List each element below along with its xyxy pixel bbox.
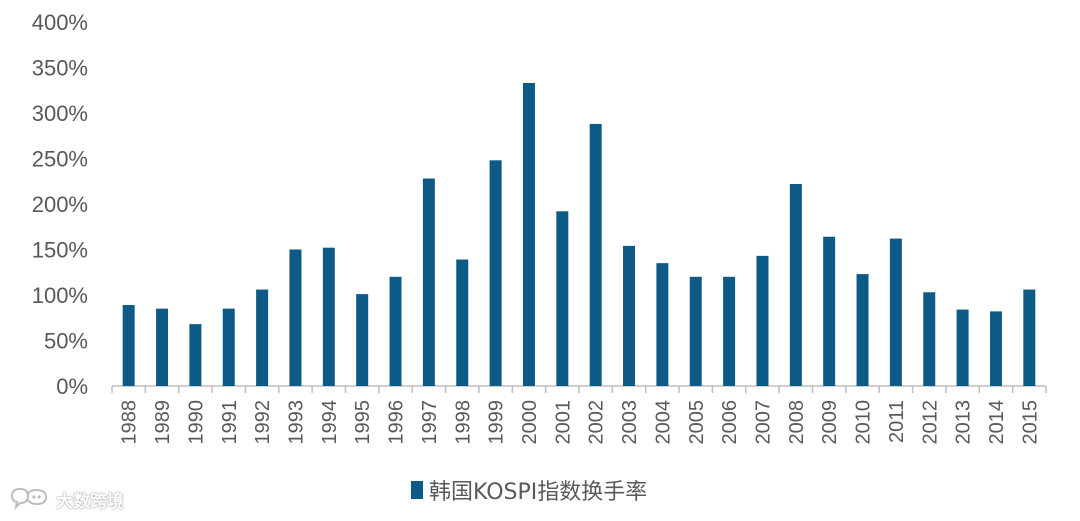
x-tick-label: 1998 <box>452 400 474 445</box>
x-tick-label: 1995 <box>352 400 374 445</box>
x-tick-label: 1997 <box>419 400 441 445</box>
bar <box>522 82 535 386</box>
bar <box>289 249 302 386</box>
y-tick-label: 300% <box>32 101 88 126</box>
bar <box>489 160 502 386</box>
bar <box>623 245 636 386</box>
bar <box>689 276 702 386</box>
x-axis-tick-labels: 1988 1989 1990 1991 1992 1993 1994 1995 1996 1997… <box>119 400 1042 445</box>
legend-label: 韩国KOSPI指数换手率 <box>429 480 647 505</box>
bar <box>756 255 769 386</box>
x-tick-label: 2007 <box>752 400 774 445</box>
x-tick-label: 1992 <box>252 400 274 445</box>
x-tick-label: 2002 <box>586 400 608 445</box>
x-tick-label: 2013 <box>953 400 975 445</box>
x-tick-label: 1991 <box>219 400 241 445</box>
bar <box>356 294 369 386</box>
bar <box>989 311 1002 386</box>
x-tick-label: 1989 <box>152 400 174 445</box>
x-tick-label: 2015 <box>1019 400 1041 445</box>
bar <box>789 183 802 386</box>
bar-series <box>122 82 1036 387</box>
bar <box>189 324 202 386</box>
speech-bubble-logo-icon <box>10 487 48 511</box>
y-tick-label: 250% <box>32 147 88 172</box>
x-axis-tick-marks <box>111 386 1047 393</box>
bar <box>122 305 135 386</box>
x-tick-label: 2014 <box>986 400 1008 445</box>
bar <box>389 276 402 386</box>
y-tick-label: 200% <box>32 192 88 217</box>
bar <box>156 308 169 386</box>
x-tick-label: 2012 <box>919 400 941 445</box>
x-tick-label: 2006 <box>719 400 741 445</box>
x-tick-label: 1999 <box>486 400 508 445</box>
x-tick-label: 2011 <box>886 400 908 443</box>
y-tick-label: 50% <box>44 329 88 354</box>
bar <box>856 274 869 386</box>
watermark-text: 大数跨境 <box>56 491 124 512</box>
x-tick-label: 2009 <box>819 400 841 445</box>
x-tick-label: 1988 <box>119 400 141 445</box>
bar <box>923 292 936 386</box>
y-tick-label: 0% <box>56 374 88 399</box>
x-tick-label: 2001 <box>552 400 574 445</box>
bar <box>256 289 269 386</box>
x-tick-label: 1993 <box>285 400 307 445</box>
legend-swatch <box>411 481 423 499</box>
x-tick-label: 1990 <box>185 400 207 445</box>
x-tick-label: 2008 <box>786 400 808 445</box>
bar <box>889 238 902 386</box>
x-tick-label: 2004 <box>652 400 674 445</box>
y-tick-label: 350% <box>32 56 88 81</box>
bar <box>556 211 569 386</box>
x-tick-label: 1994 <box>319 400 341 445</box>
bar <box>1023 289 1036 386</box>
x-tick-label: 2000 <box>519 400 541 445</box>
y-tick-label: 150% <box>32 238 88 263</box>
bar <box>322 247 335 386</box>
bar <box>589 123 602 387</box>
legend: 韩国KOSPI指数换手率 <box>411 480 647 505</box>
y-tick-label: 400% <box>32 10 88 35</box>
bar <box>823 236 836 386</box>
bar <box>723 276 736 386</box>
bar <box>656 263 669 386</box>
bar <box>456 259 469 386</box>
watermark: 大数跨境 <box>8 486 124 512</box>
bar <box>422 178 435 386</box>
y-tick-label: 100% <box>32 283 88 308</box>
x-tick-label: 2003 <box>619 400 641 445</box>
y-axis-tick-labels: 0% 50% 100% 150% 200% 250% 300% 350% 400% <box>32 10 88 399</box>
bar <box>222 308 235 386</box>
x-tick-label: 2010 <box>853 400 875 445</box>
x-tick-label: 2005 <box>686 400 708 445</box>
x-tick-label: 1996 <box>386 400 408 445</box>
bar <box>956 309 969 386</box>
